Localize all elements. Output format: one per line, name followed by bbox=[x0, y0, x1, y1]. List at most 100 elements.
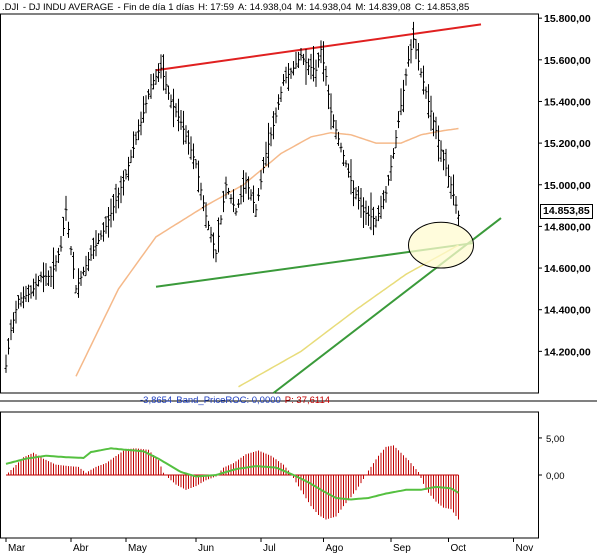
price-bar bbox=[382, 190, 385, 210]
price-bar bbox=[189, 136, 193, 160]
price-bar bbox=[47, 270, 50, 287]
price-bar bbox=[179, 109, 183, 130]
price-bar bbox=[449, 176, 453, 199]
price-bar bbox=[312, 46, 315, 82]
price-bar bbox=[457, 210, 460, 226]
price-bar bbox=[202, 195, 205, 212]
price-bar bbox=[267, 122, 270, 168]
price-bar bbox=[132, 131, 135, 158]
period-label: - Fin de día 1 días bbox=[117, 2, 195, 13]
price-bar bbox=[34, 273, 38, 300]
chart-frame bbox=[0, 13, 597, 539]
price-bar bbox=[309, 53, 313, 80]
price-bar bbox=[354, 187, 358, 200]
price-bar bbox=[377, 205, 380, 222]
price-bar bbox=[232, 189, 235, 213]
price-bar bbox=[209, 226, 213, 243]
x-tick-label: Mar bbox=[8, 543, 26, 554]
price-bar bbox=[112, 194, 115, 221]
min-value: M: 14.839,08 bbox=[355, 2, 411, 13]
x-tick-label: Ago bbox=[326, 543, 344, 554]
price-bar bbox=[237, 198, 240, 208]
price-bar bbox=[224, 176, 228, 199]
y-tick-label: 14.400,00 bbox=[544, 305, 591, 317]
price-bar bbox=[239, 185, 243, 205]
price-bar bbox=[274, 107, 278, 124]
price-bar bbox=[264, 141, 268, 166]
y-tick-label: 14.200,00 bbox=[544, 346, 591, 358]
price-bar bbox=[434, 116, 438, 140]
price-bar bbox=[279, 86, 283, 102]
price-bar bbox=[324, 65, 328, 86]
price-bar bbox=[29, 285, 33, 299]
oscillator-value: -3,8654 bbox=[140, 395, 173, 406]
price-bar bbox=[399, 88, 403, 116]
price-bar bbox=[272, 111, 275, 140]
price-bar bbox=[12, 312, 15, 333]
x-tick-label: Nov bbox=[516, 543, 534, 554]
price-bar bbox=[327, 84, 330, 110]
price-bar bbox=[252, 185, 255, 213]
y-tick-label: 15.800,00 bbox=[544, 13, 591, 25]
price-bar bbox=[42, 262, 45, 293]
price-bar bbox=[287, 63, 290, 91]
price-bar bbox=[14, 300, 18, 324]
price-bar bbox=[64, 195, 68, 221]
price-bar bbox=[99, 230, 103, 240]
y-tick-label: 15.200,00 bbox=[544, 138, 591, 150]
price-bar bbox=[142, 96, 145, 123]
open-value: A: 14.938,04 bbox=[238, 2, 292, 13]
price-bar bbox=[444, 148, 448, 177]
price-bar bbox=[119, 175, 123, 204]
price-bar bbox=[389, 154, 393, 182]
price-bar bbox=[424, 86, 428, 99]
price-bar bbox=[374, 215, 378, 228]
ma-short-line bbox=[75, 127, 459, 377]
price-bar bbox=[162, 54, 165, 91]
price-bar bbox=[102, 222, 105, 242]
price-bar bbox=[217, 217, 220, 253]
x-tick-label: Sep bbox=[393, 543, 411, 554]
oscillator-panel: 5,00 0,00 bbox=[5, 434, 565, 520]
price-bar bbox=[259, 170, 263, 190]
price-bar bbox=[387, 174, 390, 186]
price-bar bbox=[422, 65, 425, 95]
price-bar bbox=[144, 95, 148, 114]
price-bar bbox=[304, 49, 308, 85]
price-bar bbox=[404, 68, 408, 86]
price-bar bbox=[417, 42, 420, 71]
price-bar bbox=[79, 270, 83, 286]
price-bar bbox=[379, 195, 383, 219]
x-tick-label: Abr bbox=[73, 543, 89, 554]
chart-header: .DJI - DJ INDU AVERAGE - Fin de día 1 dí… bbox=[2, 2, 469, 13]
price-bar bbox=[22, 286, 25, 309]
price-bar bbox=[124, 169, 128, 180]
upper-resistance-trendline bbox=[155, 23, 482, 72]
price-bar bbox=[337, 131, 340, 146]
price-bar bbox=[159, 54, 163, 79]
price-bar bbox=[342, 149, 345, 166]
price-bar bbox=[197, 160, 200, 193]
price-panel-frame bbox=[0, 13, 539, 394]
price-bar bbox=[452, 174, 455, 206]
price-bar bbox=[59, 235, 63, 252]
price-bar bbox=[254, 204, 258, 218]
price-bar bbox=[147, 89, 150, 100]
price-bar bbox=[307, 58, 310, 75]
price-bar bbox=[447, 164, 450, 188]
price-bar bbox=[244, 172, 248, 194]
price-bar bbox=[407, 45, 410, 67]
price-bar bbox=[229, 194, 233, 204]
ma-long-line bbox=[238, 244, 459, 388]
price-bar bbox=[339, 142, 343, 153]
price-bar bbox=[92, 237, 95, 259]
price-bar bbox=[349, 159, 353, 195]
price-bar bbox=[282, 73, 285, 86]
price-bar bbox=[204, 202, 208, 228]
price-bar bbox=[117, 187, 120, 209]
price-bar bbox=[442, 149, 445, 171]
price-bar bbox=[234, 208, 238, 216]
price-bar bbox=[39, 271, 43, 283]
y-tick-label: 14.600,00 bbox=[544, 263, 591, 275]
